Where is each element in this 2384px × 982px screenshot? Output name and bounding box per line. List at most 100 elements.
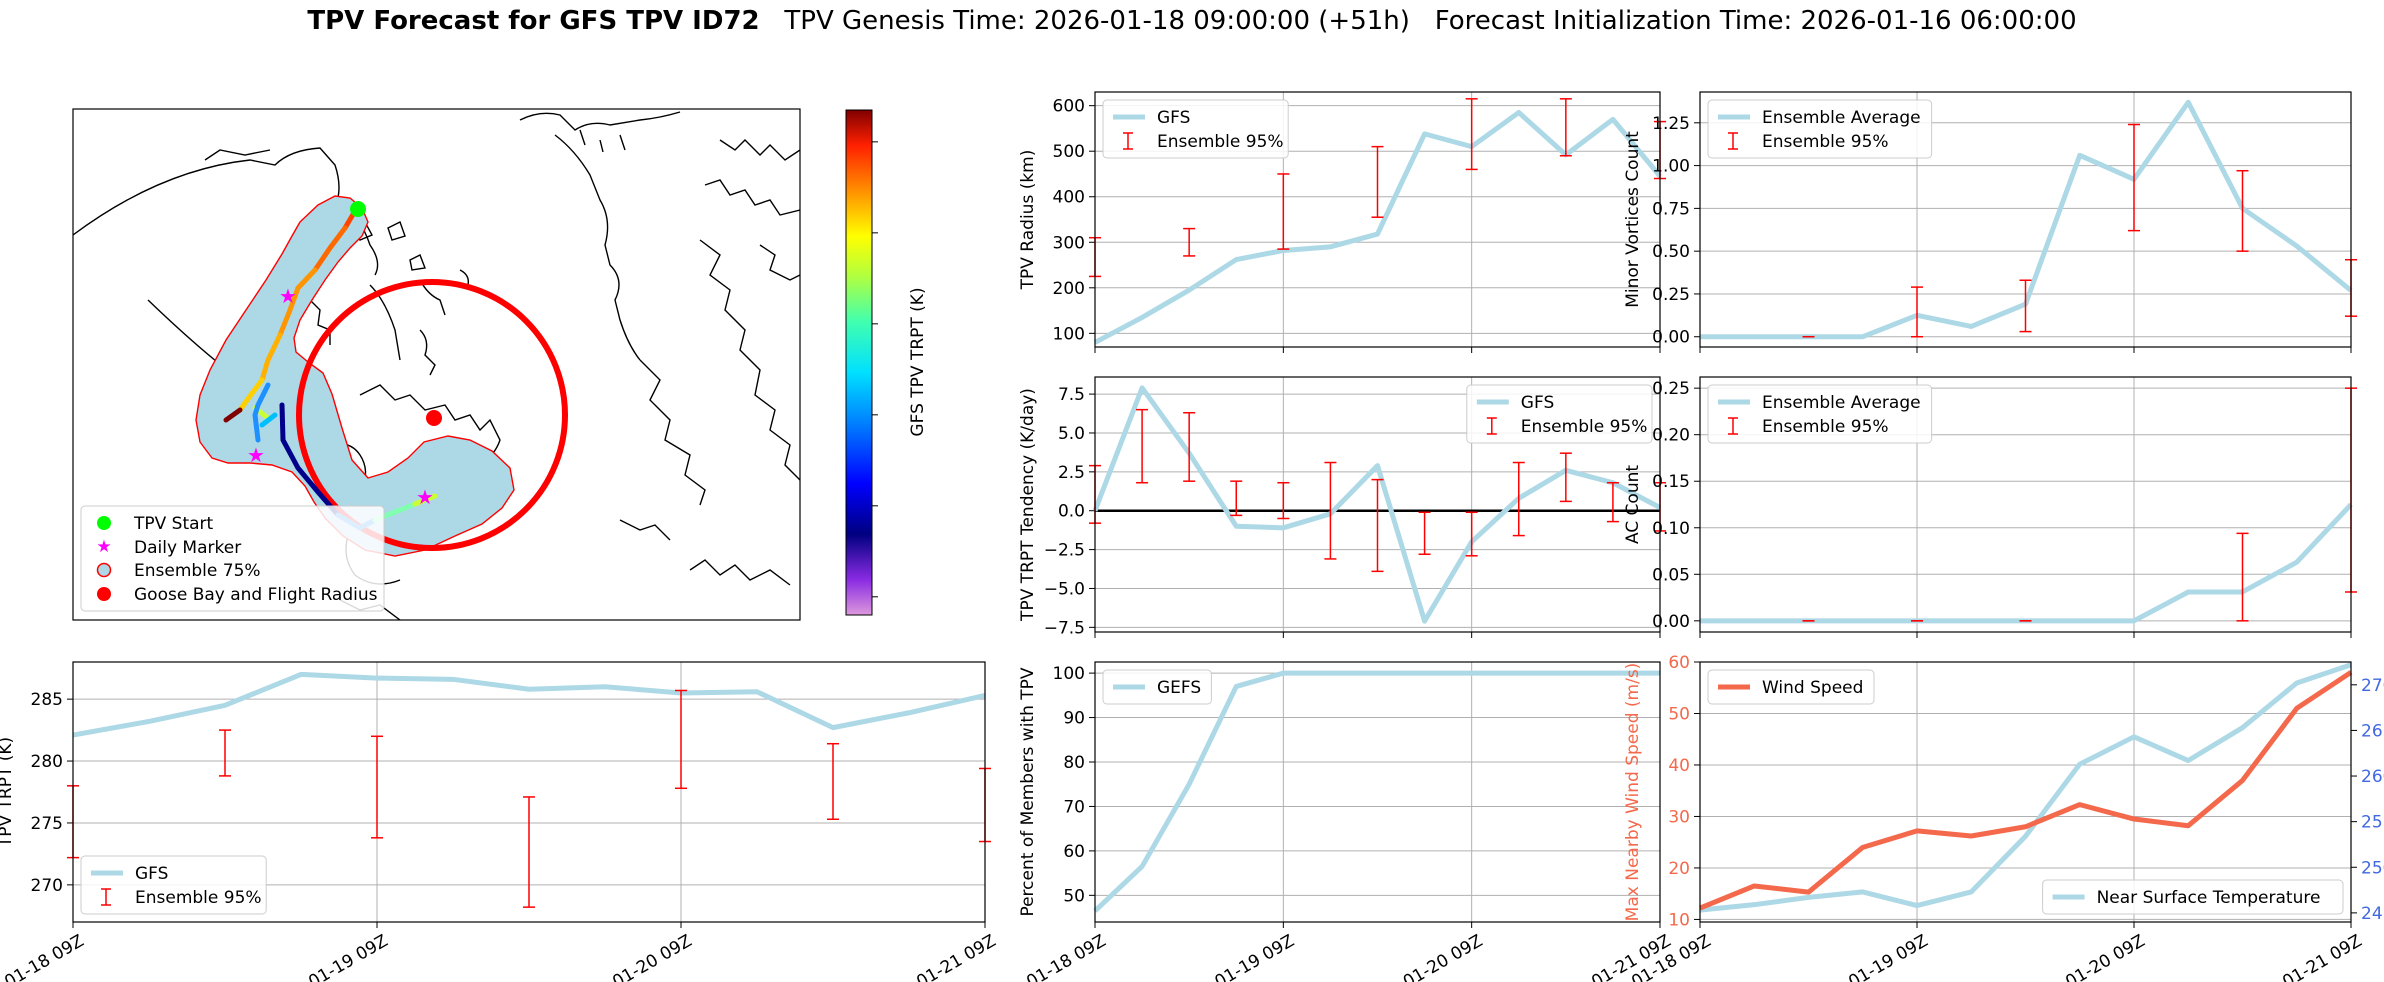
legend-box	[1707, 669, 1875, 705]
chart-wind: 10 20 30 40 50 60 Max Nearby Wind Speed (m/s) 0…	[1623, 653, 2384, 982]
legend: Ensemble Average Ensemble 95%	[1707, 384, 1933, 444]
legend-label-daily-marker: Daily Marker	[134, 538, 241, 558]
y2-tick-label: 245	[2361, 904, 2384, 924]
y-tick-label: 280	[31, 752, 63, 772]
y2-tick-label: 260	[2361, 767, 2384, 787]
legend-label-ensemble: Ensemble 75%	[134, 561, 261, 581]
tpv-start-marker	[350, 201, 366, 217]
series-line	[1699, 670, 2353, 911]
legend-label-goose-bay: Goose Bay and Flight Radius	[134, 585, 378, 605]
legend-box	[1707, 99, 1933, 159]
y-axis-label: TPV TRPT (K)	[0, 737, 16, 848]
x-tick-label: 01-20 09Z	[2062, 931, 2148, 982]
chart-minor: 0.00 0.25 0.50 0.75 1.00 1.25 Minor Vortices C…	[1623, 91, 2357, 353]
legend: Wind Speed	[1707, 669, 1875, 705]
daily-marker-3: ★	[416, 485, 434, 509]
y-tick-label: 0.00	[1652, 612, 1690, 632]
y-tick-label: 0.05	[1652, 565, 1690, 585]
legend-label: GFS	[135, 864, 168, 884]
y-tick-label: 270	[31, 876, 63, 896]
y-tick-label: 500	[1053, 142, 1085, 162]
series-line	[72, 671, 986, 738]
y-tick-label: 100	[1053, 324, 1085, 344]
axes-frame	[1094, 91, 1661, 348]
colorbar-label: GFS TPV TRPT (K)	[908, 287, 928, 436]
y-tick-label: 0.0	[1058, 502, 1085, 522]
y-tick-label: 2.5	[1058, 463, 1085, 483]
legend-label: GFS	[1521, 393, 1554, 413]
x-tick-label: 01-20 09Z	[609, 931, 695, 982]
series-line	[1093, 670, 1660, 913]
y-axis-label: Minor Vortices Count	[1623, 131, 1643, 308]
legend-label: Wind Speed	[1762, 678, 1863, 698]
y-tick-label: 5.0	[1058, 424, 1085, 444]
y-tick-label: 90	[1063, 709, 1085, 729]
y-axis-label: AC Count	[1623, 465, 1643, 544]
y-tick-label: 80	[1063, 753, 1085, 773]
legend-label: Ensemble 95%	[1521, 417, 1648, 437]
daily-marker-1: ★	[279, 284, 297, 308]
legend: GFS Ensemble 95%	[1102, 99, 1289, 159]
legend: Ensemble Average Ensemble 95%	[1707, 99, 1933, 159]
y2-tick-label: 270	[2361, 676, 2384, 696]
chart-tendency: −7.5 −5.0 −2.5 0.0 2.5 5.0 7.5 TPV TRPT Tendenc…	[1018, 376, 1666, 638]
y2-tick-label: 255	[2361, 813, 2384, 833]
chart-radius: 100 200 300 400 500 600 TPV Radius (km) GFS Ense…	[1018, 91, 1666, 353]
legend-daily-marker-swatch: ★	[96, 537, 111, 557]
x-tick-label: 01-18 09Z	[1023, 931, 1109, 982]
legend-tpv-start-swatch	[97, 516, 111, 530]
y-tick-label: 0.50	[1652, 242, 1690, 262]
x-tick-label: 01-20 09Z	[1400, 931, 1486, 982]
x-tick-label: 01-19 09Z	[305, 931, 391, 982]
y-tick-label: 400	[1053, 188, 1085, 208]
figure-title-bold: TPV Forecast for GFS TPV ID72	[307, 6, 760, 36]
flight-radius-circle	[296, 279, 568, 551]
y-axis-label: TPV TRPT Tendency (K/day)	[1018, 388, 1038, 622]
y-tick-label: 285	[31, 690, 63, 710]
y-tick-label: 0.10	[1652, 519, 1690, 539]
series-line	[1700, 502, 2353, 624]
y-tick-label: 600	[1053, 97, 1085, 117]
legend-label: Near Surface Temperature	[2097, 888, 2321, 908]
y-tick-label: 1.25	[1652, 114, 1690, 134]
daily-markers: ★ ★ ★	[247, 284, 434, 509]
legend-label: Ensemble Average	[1762, 393, 1921, 413]
y-tick-label: 200	[1053, 279, 1085, 299]
y-tick-label: 0.00	[1652, 328, 1690, 348]
y-tick-label: 60	[1063, 842, 1085, 862]
x-tick-label: 01-21 09Z	[913, 931, 999, 982]
y-tick-label: 1.00	[1652, 157, 1690, 177]
y-tick-label: 100	[1053, 664, 1085, 684]
legend-box	[80, 855, 267, 915]
y-tick-label: 20	[1668, 859, 1690, 879]
colorbar: GFS TPV TRPT (K)	[845, 109, 928, 616]
legend-label: GFS	[1157, 108, 1190, 128]
axes-frame	[1699, 661, 2352, 923]
legend-box	[1102, 99, 1289, 159]
legend-label: Ensemble 95%	[1157, 132, 1284, 152]
y-tick-label: 10	[1668, 910, 1690, 930]
daily-marker-2: ★	[247, 443, 265, 467]
figure-title-genesis: TPV Genesis Time: 2026-01-18 09:00:00 (+…	[784, 6, 1410, 36]
map-panel: ★ ★ ★ ★ TPV Start Daily Marker Ensemble …	[72, 108, 928, 621]
legend-box	[2042, 879, 2344, 915]
y-tick-label: 7.5	[1058, 385, 1085, 405]
chart-panels: 100 200 300 400 500 600 TPV Radius (km) GFS Ense…	[0, 91, 2384, 982]
ensemble-75-envelope	[195, 195, 515, 557]
x-tick-label: 01-19 09Z	[1845, 931, 1931, 982]
axes-frame	[1094, 376, 1661, 633]
map-legend: ★ TPV Start Daily Marker Ensemble 75% Go…	[80, 505, 385, 612]
axes-frame	[1094, 661, 1661, 923]
y-tick-label: 0.20	[1652, 426, 1690, 446]
x-tick-label: 01-19 09Z	[1212, 931, 1298, 982]
chart-percent: 50 60 70 80 90 100 Percent of Members with TPV…	[1018, 661, 1675, 982]
y-tick-label: 0.25	[1652, 285, 1690, 305]
y-tick-label: 70	[1063, 797, 1085, 817]
legend-goose-bay-swatch	[97, 587, 111, 601]
y-tick-label: 0.25	[1652, 379, 1690, 399]
y-tick-label: 50	[1063, 886, 1085, 906]
legend-box	[1466, 384, 1653, 444]
y-tick-label: 0.75	[1652, 199, 1690, 219]
y-tick-label: 0.15	[1652, 472, 1690, 492]
legend: Near Surface Temperature	[2042, 879, 2344, 915]
